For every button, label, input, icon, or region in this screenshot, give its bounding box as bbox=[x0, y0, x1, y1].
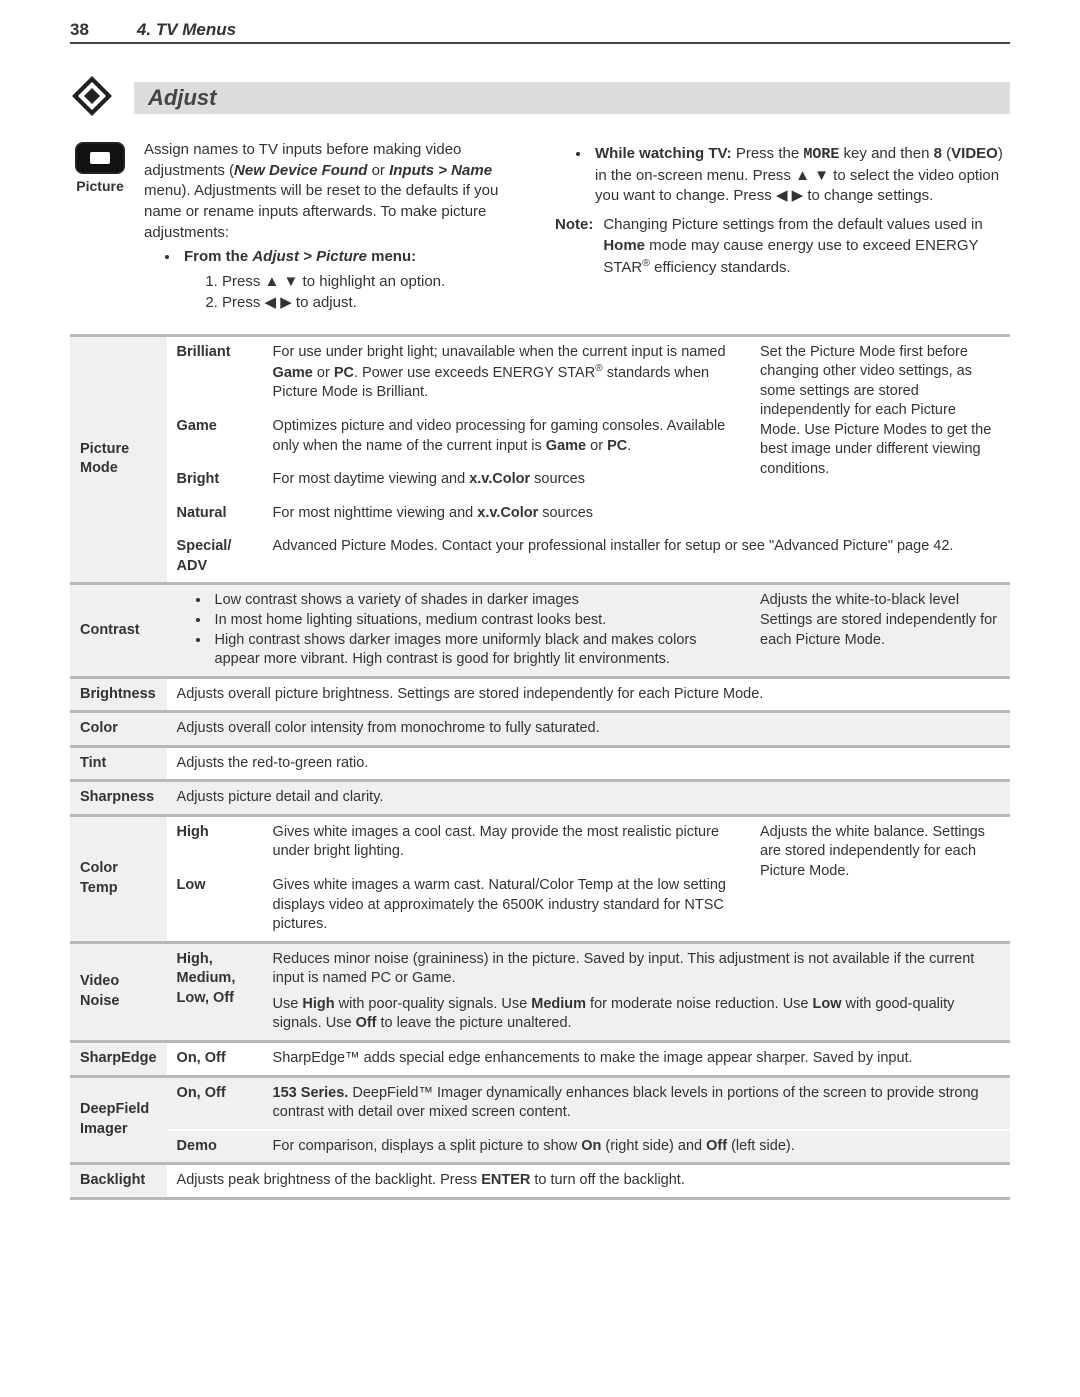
cell-backlight: Backlight bbox=[70, 1164, 167, 1199]
cell-desc: Advanced Picture Modes. Contact your pro… bbox=[263, 530, 1010, 584]
cell-sharpedge: SharpEdge bbox=[70, 1041, 167, 1076]
list-item: In most home lighting situations, medium… bbox=[211, 611, 740, 631]
cell-side: Adjusts the white balance. Settings are … bbox=[750, 815, 1010, 942]
section-heading-row: Adjust bbox=[70, 74, 1010, 122]
page-header: 38 4. TV Menus bbox=[70, 20, 1010, 44]
cell-desc: Adjusts picture detail and clarity. bbox=[167, 781, 1010, 816]
cell-opt: On, Off bbox=[167, 1076, 263, 1130]
cell-desc: Gives white images a warm cast. Natural/… bbox=[263, 869, 750, 942]
table-row: Sharpness Adjusts picture detail and cla… bbox=[70, 781, 1010, 816]
cell-side: Adjusts the white-to-black level Setting… bbox=[750, 584, 1010, 677]
cell-brightness: Brightness bbox=[70, 677, 167, 712]
table-row: Video Noise High, Medium, Low, Off Reduc… bbox=[70, 942, 1010, 1041]
cell-desc: For most daytime viewing and x.v.Color s… bbox=[263, 463, 750, 497]
up-down-arrow-icon: ▲ ▼ bbox=[265, 273, 299, 290]
page-chapter: 4. TV Menus bbox=[137, 20, 236, 40]
cell-desc: For most nighttime viewing and x.v.Color… bbox=[263, 497, 750, 531]
table-row: Contrast Low contrast shows a variety of… bbox=[70, 584, 1010, 677]
cell-video-noise: Video Noise bbox=[70, 942, 167, 1041]
cell-sharpness: Sharpness bbox=[70, 781, 167, 816]
page-number: 38 bbox=[70, 20, 89, 40]
intro-while-watching: While watching TV: Press the MORE key an… bbox=[591, 144, 1010, 207]
intro-step-1: Press ▲ ▼ to highlight an option. bbox=[222, 272, 525, 293]
cell-picture-mode: Picture Mode bbox=[70, 335, 167, 584]
table-row: Demo For comparison, displays a split pi… bbox=[70, 1130, 1010, 1164]
intro-note: Note: Changing Picture settings from the… bbox=[555, 215, 1010, 279]
cell-tint: Tint bbox=[70, 746, 167, 781]
cell-desc: For use under bright light; unavailable … bbox=[263, 335, 750, 410]
list-item: High contrast shows darker images more u… bbox=[211, 631, 740, 670]
cell-deepfield: DeepField Imager bbox=[70, 1076, 167, 1164]
up-down-arrow-icon: ▲ ▼ bbox=[795, 167, 829, 184]
cell-desc: 153 Series. DeepField™ Imager dynamicall… bbox=[263, 1076, 1010, 1130]
picture-icon-label: Picture bbox=[70, 178, 130, 194]
page-root: 38 4. TV Menus Adjust Picture Assign nam… bbox=[0, 0, 1080, 1240]
table-row: DeepField Imager On, Off 153 Series. Dee… bbox=[70, 1076, 1010, 1130]
cell-opt: Special/ ADV bbox=[167, 530, 263, 584]
adjust-icon bbox=[70, 74, 114, 122]
cell-desc: Adjusts the red-to-green ratio. bbox=[167, 746, 1010, 781]
cell-color-temp: Color Temp bbox=[70, 815, 167, 942]
cell-opt: Natural bbox=[167, 497, 263, 531]
cell-opt: High, Medium, Low, Off bbox=[167, 942, 263, 1041]
cell-opt: On, Off bbox=[167, 1041, 263, 1076]
cell-opt: Low bbox=[167, 869, 263, 942]
table-row: Color Temp High Gives white images a coo… bbox=[70, 815, 1010, 869]
cell-opt: Demo bbox=[167, 1130, 263, 1164]
cell-color: Color bbox=[70, 712, 167, 747]
cell-opt: High bbox=[167, 815, 263, 869]
left-right-arrow-icon: ◀ ▶ bbox=[776, 187, 803, 204]
cell-opt: Bright bbox=[167, 463, 263, 497]
cell-contrast: Contrast bbox=[70, 584, 167, 677]
cell-desc: Adjusts overall picture brightness. Sett… bbox=[167, 677, 1010, 712]
cell-desc: For comparison, displays a split picture… bbox=[263, 1130, 1010, 1164]
intro-step-2: Press ◀ ▶ to adjust. bbox=[222, 293, 525, 314]
picture-icon bbox=[75, 142, 125, 174]
cell-side: Set the Picture Mode first before changi… bbox=[750, 335, 1010, 530]
cell-desc: SharpEdge™ adds special edge enhancement… bbox=[263, 1041, 1010, 1076]
intro-right: While watching TV: Press the MORE key an… bbox=[555, 140, 1010, 318]
settings-table: Picture Mode Brilliant For use under bri… bbox=[70, 334, 1010, 1200]
table-row: Special/ ADV Advanced Picture Modes. Con… bbox=[70, 530, 1010, 584]
table-row: Brightness Adjusts overall picture brigh… bbox=[70, 677, 1010, 712]
table-row: Tint Adjusts the red-to-green ratio. bbox=[70, 746, 1010, 781]
list-item: Low contrast shows a variety of shades i… bbox=[211, 591, 740, 611]
cell-opt: Game bbox=[167, 410, 263, 463]
table-row: Color Adjusts overall color intensity fr… bbox=[70, 712, 1010, 747]
intro-left: Picture Assign names to TV inputs before… bbox=[70, 140, 525, 318]
intro-note-text: Changing Picture settings from the defau… bbox=[603, 215, 1010, 279]
left-right-arrow-icon: ◀ ▶ bbox=[265, 294, 292, 311]
cell-desc: Adjusts overall color intensity from mon… bbox=[167, 712, 1010, 747]
cell-desc: Optimizes picture and video processing f… bbox=[263, 410, 750, 463]
cell-desc: Gives white images a cool cast. May prov… bbox=[263, 815, 750, 869]
cell-desc: Adjusts peak brightness of the backlight… bbox=[167, 1164, 1010, 1199]
intro-columns: Picture Assign names to TV inputs before… bbox=[70, 140, 1010, 318]
table-row: SharpEdge On, Off SharpEdge™ adds specia… bbox=[70, 1041, 1010, 1076]
cell-opt: Brilliant bbox=[167, 335, 263, 410]
table-row: Picture Mode Brilliant For use under bri… bbox=[70, 335, 1010, 410]
table-row: Backlight Adjusts peak brightness of the… bbox=[70, 1164, 1010, 1199]
cell-desc: Low contrast shows a variety of shades i… bbox=[167, 584, 750, 677]
intro-left-text: Assign names to TV inputs before making … bbox=[144, 140, 525, 318]
cell-desc: Reduces minor noise (graininess) in the … bbox=[263, 942, 1010, 1041]
section-title: Adjust bbox=[134, 82, 1010, 114]
intro-from-menu: From the Adjust > Picture menu: Press ▲ … bbox=[180, 247, 525, 313]
